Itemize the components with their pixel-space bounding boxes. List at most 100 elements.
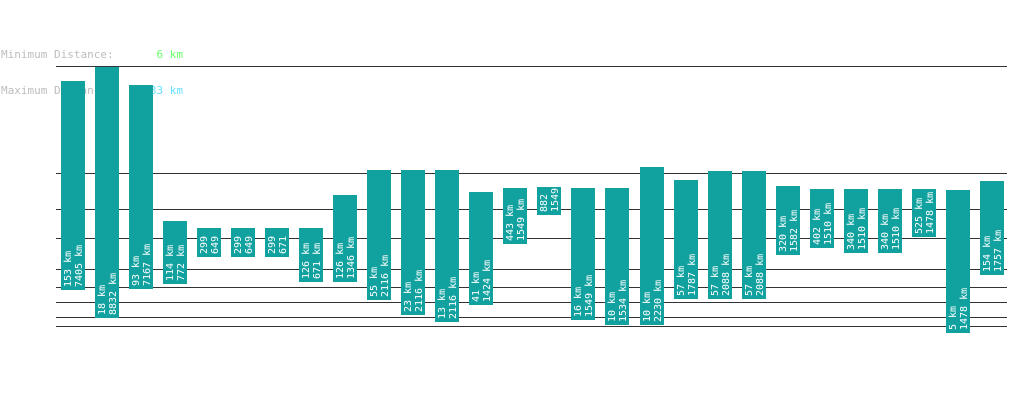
bar [469, 192, 493, 305]
min-distance-value: 6 km [156, 48, 184, 61]
bar [571, 188, 595, 320]
bar-group: 402 km 1510 km [810, 189, 834, 248]
bar-top-label: 10 km [607, 292, 618, 322]
bar-group: 299 671 [265, 228, 289, 257]
bar-top-label: 340 km [846, 214, 857, 250]
min-distance-row: Minimum Distance: 6 km [1, 49, 183, 61]
bar [197, 228, 221, 257]
bar-top-label: 153 km [63, 251, 74, 287]
bar-top-label: 299 [233, 236, 244, 254]
bar [231, 228, 255, 257]
bar-bottom-label: 1424 km [482, 260, 493, 302]
bar-bottom-label: 649 [244, 236, 255, 254]
bar-bottom-label: 671 km [312, 243, 323, 279]
bar-group: 299 649 [231, 228, 255, 257]
bar [674, 180, 698, 299]
bar-bottom-label: 1549 [550, 188, 561, 212]
bar [776, 186, 800, 255]
bar-top-label: 18 km [97, 285, 108, 315]
bar-group: 57 km 2088 km [708, 171, 732, 299]
bar-group: 93 km 7167 km [129, 85, 153, 289]
bar-bottom-label: 1510 km [823, 203, 834, 245]
bar-group: 114 km 772 km [163, 221, 187, 284]
bar-bottom-label: 2116 km [448, 277, 459, 319]
bar-group: 320 km 1582 km [776, 186, 800, 255]
bar [503, 188, 527, 244]
bar-top-label: 882 [539, 194, 550, 212]
bar-bottom-label: 1478 km [959, 288, 970, 330]
bar [435, 170, 459, 322]
bar-top-label: 320 km [778, 216, 789, 252]
bar-bottom-label: 7167 km [142, 244, 153, 286]
bar-top-label: 126 km [335, 243, 346, 279]
bar-group: 13 km 2116 km [435, 170, 459, 322]
bar-bottom-label: 2088 km [721, 254, 732, 296]
bar-group: 57 km 2088 km [742, 171, 766, 299]
bar-group: 16 km 1549 km [571, 188, 595, 320]
bar [265, 228, 289, 257]
bar-top-label: 93 km [131, 256, 142, 286]
bar-group: 340 km 1510 km [878, 189, 902, 253]
bar-group: 126 km 1346 km [333, 195, 357, 282]
bar-group: 525 km 1478 km [912, 189, 936, 237]
bar [95, 67, 119, 318]
bar-top-label: 57 km [744, 266, 755, 296]
bar-bottom-label: 7405 km [74, 245, 85, 287]
bar-top-label: 126 km [301, 243, 312, 279]
bar-top-label: 57 km [710, 266, 721, 296]
bar-group: 126 km 671 km [299, 228, 323, 282]
bar-group: 5 km 1478 km [946, 190, 970, 333]
bar-top-label: 55 km [369, 267, 380, 297]
bar-bottom-label: 2116 km [380, 255, 391, 297]
bar [401, 170, 425, 315]
bar [844, 189, 868, 253]
bar-top-label: 299 [267, 236, 278, 254]
bar-group: 23 km 2116 km [401, 170, 425, 315]
bar [946, 190, 970, 333]
bar-group: 299 649 [197, 228, 221, 257]
bar [640, 167, 664, 325]
bar-group: 18 km 8832 km [95, 67, 119, 318]
bar-bottom-label: 1346 km [346, 237, 357, 279]
bar [605, 188, 629, 325]
bar [333, 195, 357, 282]
bar-bottom-label: 649 [210, 236, 221, 254]
bar-group: 55 km 2116 km [367, 170, 391, 300]
bar-top-label: 10 km [642, 292, 653, 322]
bar-bottom-label: 1534 km [618, 280, 629, 322]
bar [367, 170, 391, 300]
bar [163, 221, 187, 284]
bar-bottom-label: 1582 km [789, 210, 800, 252]
bar-bottom-label: 1510 km [857, 208, 868, 250]
bar-group: 10 km 1534 km [605, 188, 629, 325]
bar-top-label: 525 km [914, 198, 925, 234]
bar-bottom-label: 8832 km [108, 273, 119, 315]
bar-top-label: 23 km [403, 282, 414, 312]
bar [537, 187, 561, 215]
bar-group: 57 km 1787 km [674, 180, 698, 299]
bar-group: 10 km 2230 km [640, 167, 664, 325]
bar-bottom-label: 1478 km [925, 192, 936, 234]
bar-group: 340 km 1510 km [844, 189, 868, 253]
bar-top-label: 402 km [812, 209, 823, 245]
bar-top-label: 41 km [471, 272, 482, 302]
bar [878, 189, 902, 253]
bar-top-label: 154 km [982, 236, 993, 272]
bar-group: 882 1549 [537, 187, 561, 215]
bar-top-label: 299 [199, 236, 210, 254]
bar-top-label: 443 km [505, 205, 516, 241]
bar-top-label: 16 km [573, 287, 584, 317]
bar-top-label: 340 km [880, 214, 891, 250]
bar-bottom-label: 2116 km [414, 270, 425, 312]
bar [912, 189, 936, 237]
bar [61, 81, 85, 290]
bar-bottom-label: 2230 km [653, 280, 664, 322]
bar-bottom-label: 1549 km [584, 275, 595, 317]
bar-bottom-label: 1757 km [993, 230, 1004, 272]
bar-group: 41 km 1424 km [469, 192, 493, 305]
bar-group: 153 km 7405 km [61, 81, 85, 290]
bar-top-label: 114 km [165, 245, 176, 281]
bar [708, 171, 732, 299]
bar-bottom-label: 1510 km [891, 208, 902, 250]
